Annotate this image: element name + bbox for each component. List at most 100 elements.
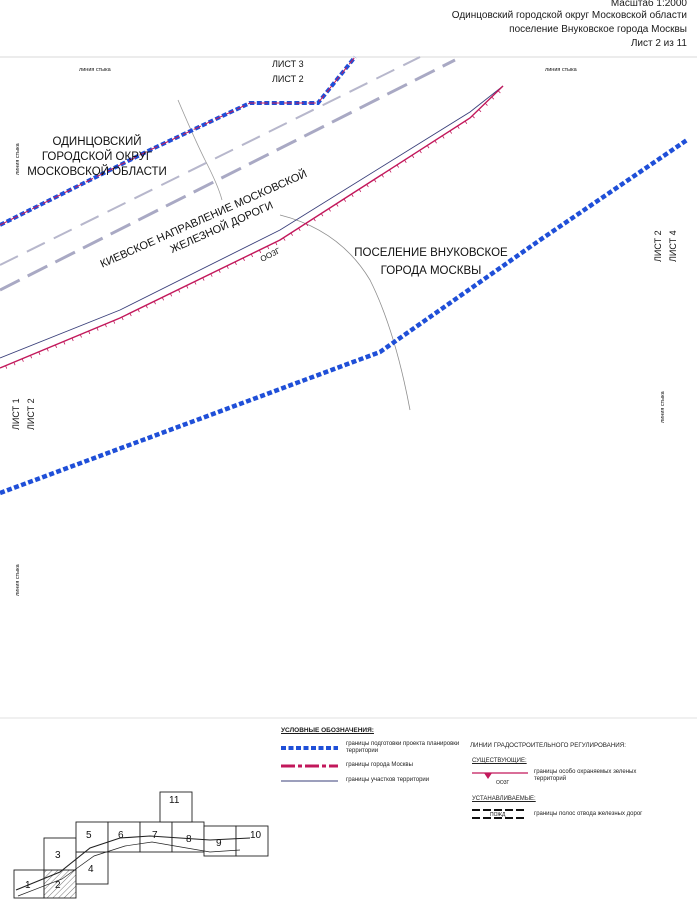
moscow-boundary-north-overlay	[0, 56, 356, 226]
moscow-boundary-tick	[79, 334, 82, 338]
moscow-boundary-tick	[137, 309, 140, 313]
moscow-boundary-tick	[283, 237, 286, 241]
moscow-boundary-tick	[250, 253, 253, 258]
moscow-boundary-tick	[478, 109, 482, 113]
moscow-boundary-tick	[88, 330, 91, 335]
key-label-9: 9	[216, 838, 222, 849]
moscow-boundary-tick	[202, 277, 205, 281]
moscow-boundary-tick	[242, 257, 245, 262]
moscow-boundary-tick	[169, 293, 173, 297]
moscow-boundary-tick	[343, 198, 347, 202]
moscow-boundary-tick	[161, 297, 165, 301]
key-route-line-2	[17, 841, 241, 897]
moscow-boundary-tick	[328, 208, 331, 212]
key-label-8: 8	[186, 834, 192, 845]
moscow-boundary-tick	[366, 184, 369, 188]
moscow-boundary-ticks	[5, 90, 501, 369]
moscow-boundary-tick	[484, 102, 488, 106]
legend-regulation-title: ЛИНИИ ГРАДОСТРОИТЕЛЬНОГО РЕГУЛИРОВАНИЯ:	[470, 742, 626, 749]
match-line-label-top-left: линия стыка	[79, 67, 112, 73]
area-label-vnukovo-line-2: ГОРОДА МОСКВЫ	[381, 265, 482, 277]
area-label-odintsovo-line-3: МОСКОВСКОЙ ОБЛАСТИ	[27, 165, 167, 178]
moscow-boundary-tick	[298, 227, 301, 232]
moscow-boundary-tick	[258, 249, 262, 254]
legend-title: УСЛОВНЫЕ ОБОЗНАЧЕНИЯ:	[281, 727, 374, 734]
railway-line-south	[0, 56, 421, 266]
moscow-boundary-tick	[21, 358, 24, 362]
key-label-6: 6	[118, 830, 124, 841]
moscow-boundary-tick	[267, 245, 270, 250]
key-label-3: 3	[55, 850, 61, 861]
moscow-boundary-tick	[419, 150, 422, 154]
railway-line-north	[0, 58, 456, 292]
project-boundary-south	[0, 138, 689, 496]
moscow-boundary-tick	[404, 159, 407, 163]
key-label-10: 10	[250, 830, 262, 841]
moscow-boundary-tick	[178, 289, 181, 293]
moscow-boundary-tick	[373, 179, 377, 183]
moscow-boundary-tick	[336, 203, 339, 207]
moscow-boundary-tick	[96, 327, 99, 331]
sheet-ref-right-a: ЛИСТ 2	[653, 230, 663, 262]
moscow-boundary-tick	[351, 193, 354, 197]
moscow-boundary-tick	[63, 341, 66, 345]
sheet-ref-left-b: ЛИСТ 2	[26, 398, 36, 430]
sheet-ref-left-a: ЛИСТ 1	[11, 398, 21, 430]
moscow-city-boundary	[0, 85, 504, 369]
key-sheet-1	[13, 869, 45, 899]
moscow-boundary-tick	[218, 269, 221, 273]
settlement-name: поселение Внуковское города Москвы	[509, 24, 687, 35]
moscow-boundary-tick	[234, 261, 237, 265]
moscow-boundary-tick	[186, 285, 189, 289]
moscow-boundary-tick	[305, 223, 309, 227]
moscow-boundary-tick	[194, 281, 197, 285]
moscow-boundary-tick	[426, 145, 430, 149]
moscow-boundary-tick	[113, 320, 116, 324]
moscow-boundary-tick	[145, 305, 148, 309]
key-label-1: 1	[25, 880, 31, 891]
moscow-boundary-tick	[46, 348, 49, 352]
map-scale: Масштаб 1:2000	[610, 0, 687, 9]
key-route-line	[15, 835, 251, 891]
moscow-boundary-tick	[13, 362, 16, 366]
key-label-4: 4	[88, 864, 94, 875]
moscow-boundary-tick	[358, 188, 362, 193]
sheet-ref-top-b: ЛИСТ 2	[272, 74, 304, 84]
land-plot-boundary	[0, 85, 504, 359]
moscow-boundary-tick	[153, 301, 156, 305]
moscow-boundary-tick	[129, 313, 132, 317]
match-line-label-top-right: линия стыка	[545, 67, 578, 73]
match-line-label-bottom-left: линия стыка	[15, 563, 21, 596]
moscow-boundary-tick	[104, 323, 107, 328]
legend-item-land-plots: границы участков территории	[346, 777, 430, 783]
moscow-boundary-tick	[313, 218, 316, 222]
legend-symbols: ПОЖД ОО3Г	[281, 746, 528, 819]
local-road-north	[177, 99, 223, 201]
moscow-boundary-tick	[449, 130, 453, 134]
key-label-5: 5	[86, 830, 92, 841]
area-label-vnukovo: ПОСЕЛЕНИЕ ВНУКОВСКОЕ ГОРОДА МОСКВЫ	[354, 247, 508, 277]
moscow-boundary-tick	[491, 96, 495, 100]
moscow-boundary-tick	[121, 316, 124, 321]
moscow-boundary-tick	[411, 154, 415, 159]
sheet-ref-right-b: ЛИСТ 4	[668, 230, 678, 262]
key-label-2: 2	[55, 880, 61, 891]
key-label-7: 7	[152, 830, 158, 841]
moscow-boundary-tick	[226, 265, 229, 269]
legend-item-railway-strips: границы полос отвода железных дорог	[534, 811, 643, 817]
area-label-vnukovo-line-1: ПОСЕЛЕНИЕ ВНУКОВСКОЕ	[354, 247, 508, 259]
legend-green-zone-code: ОО3Г	[496, 780, 510, 786]
region-name: Одинцовский городской округ Московской о…	[451, 10, 687, 21]
moscow-boundary-tick	[30, 355, 33, 359]
moscow-boundary-tick	[5, 365, 8, 369]
moscow-boundary-tick	[38, 351, 41, 355]
moscow-boundary-tick	[457, 125, 460, 129]
sheet-key-map: 1 2 3 4 5 6 7 8 9 10 11	[13, 791, 269, 899]
key-label-11: 11	[169, 795, 180, 806]
moscow-boundary-tick	[290, 232, 294, 236]
moscow-boundary-tick	[320, 213, 324, 217]
match-line-label-left: линия стыка	[15, 142, 21, 175]
key-sheet-11	[159, 791, 193, 823]
moscow-boundary-tick	[210, 273, 213, 277]
legend-item-project-boundary: границы подготовки проекта планировки те…	[346, 741, 460, 754]
